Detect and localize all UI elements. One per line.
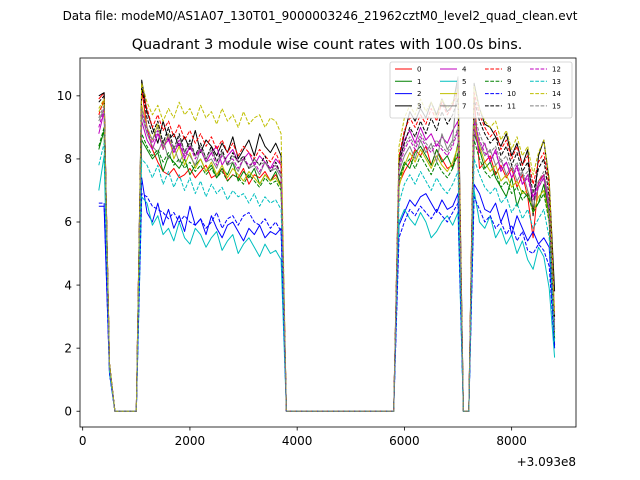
- legend-label-1: 1: [417, 78, 421, 86]
- x-tick-label: 6000: [389, 434, 420, 448]
- y-tick-label: 2: [64, 341, 72, 355]
- legend-label-15: 15: [552, 102, 561, 110]
- legend-label-9: 9: [507, 78, 511, 86]
- legend-label-8: 8: [507, 66, 511, 74]
- y-tick-label: 10: [57, 89, 72, 103]
- legend-label-7: 7: [462, 102, 466, 110]
- x-tick-label: 2000: [175, 434, 206, 448]
- y-tick-label: 4: [64, 278, 72, 292]
- series-line-13: [98, 142, 556, 412]
- legend-label-4: 4: [462, 66, 467, 74]
- legend-label-0: 0: [417, 66, 421, 74]
- legend-label-12: 12: [552, 66, 561, 74]
- x-tick-label: 4000: [282, 434, 313, 448]
- y-tick-label: 8: [64, 152, 72, 166]
- x-tick-label: 0: [79, 434, 87, 448]
- legend-label-6: 6: [462, 90, 467, 98]
- y-tick-label: 6: [64, 215, 72, 229]
- legend-label-13: 13: [552, 78, 561, 86]
- legend-label-3: 3: [417, 102, 421, 110]
- legend-box: [389, 61, 573, 119]
- plot-frame: [79, 57, 577, 428]
- chart-title: Quadrant 3 module wise count rates with …: [132, 37, 523, 53]
- y-axis: 0 2 4 6 8 10: [57, 89, 80, 418]
- file-suptitle: Data file: modeM0/AS1A07_130T01_90000032…: [63, 9, 578, 23]
- legend-label-5: 5: [462, 78, 466, 86]
- x-offset-label: +3.093e8: [517, 455, 576, 469]
- legend-label-10: 10: [507, 90, 516, 98]
- series-layer: [98, 76, 556, 412]
- x-axis: 0 2000 4000 6000 8000: [79, 427, 527, 448]
- series-line-15: [98, 104, 556, 412]
- legend-label-14: 14: [552, 90, 561, 98]
- legend-label-11: 11: [507, 102, 516, 110]
- y-tick-label: 0: [64, 404, 72, 418]
- legend-label-2: 2: [417, 90, 421, 98]
- series-line-9: [98, 126, 556, 412]
- x-tick-label: 8000: [496, 434, 527, 448]
